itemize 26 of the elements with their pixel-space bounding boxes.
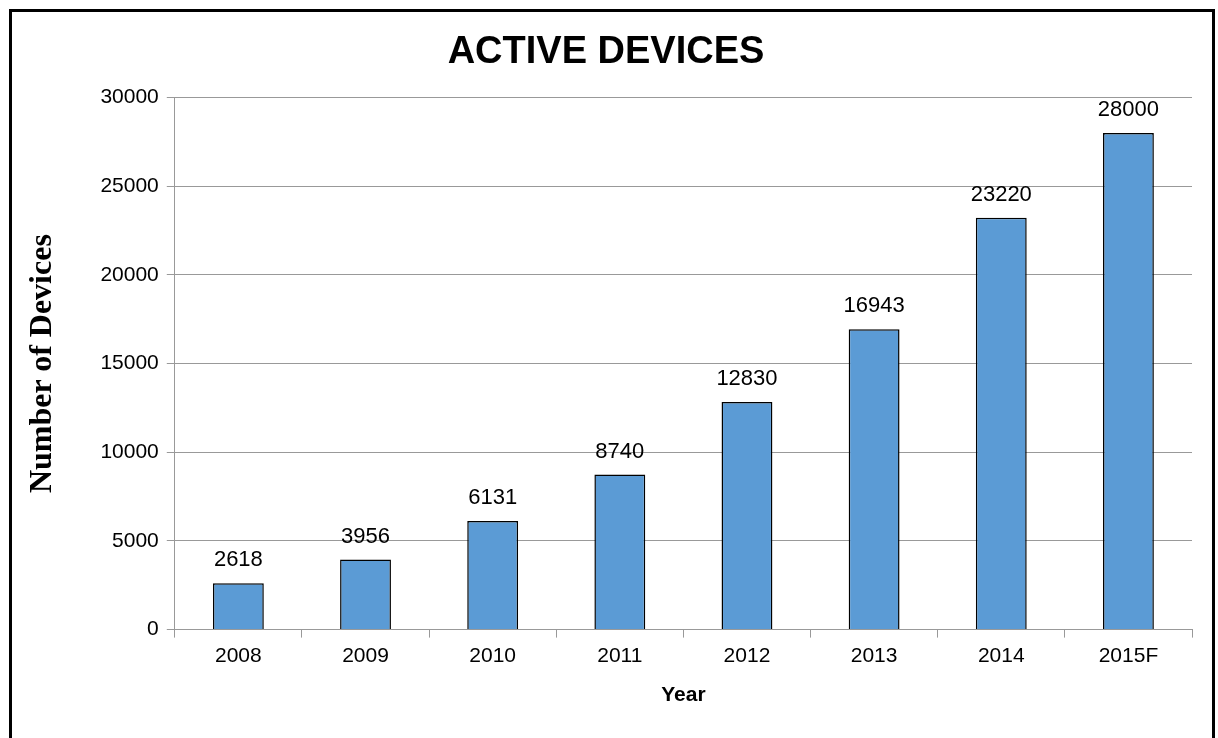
- x-tick-label: 2009: [342, 643, 389, 666]
- data-label: 3956: [341, 522, 390, 548]
- y-tick-label: 25000: [100, 173, 159, 197]
- data-label: 28000: [1097, 96, 1160, 122]
- x-tick-label: 2008: [215, 643, 262, 666]
- x-tick-label: 2012: [723, 643, 771, 666]
- chart-title: ACTIVE DEVICES: [447, 29, 765, 72]
- x-tick-label: 2013: [850, 643, 898, 666]
- x-tick-label: 2014: [977, 643, 1025, 666]
- y-tick-label: 5000: [112, 527, 159, 551]
- y-tick-label: 0: [147, 616, 159, 640]
- data-label: 8740: [595, 437, 645, 463]
- data-label: 6131: [468, 483, 518, 509]
- x-tick-label: 2011: [597, 643, 643, 666]
- y-tick-label: 30000: [100, 84, 159, 108]
- data-label: 16943: [843, 292, 905, 318]
- data-label: 12830: [716, 365, 778, 391]
- y-axis-title: Number of Devices: [22, 234, 59, 494]
- y-tick-label: 10000: [100, 439, 159, 463]
- y-tick-label: 20000: [100, 261, 159, 285]
- x-tick-label: 2015F: [1098, 643, 1159, 666]
- x-tick-label: 2010: [469, 643, 517, 666]
- data-label: 2618: [213, 546, 263, 572]
- y-tick-label: 15000: [100, 350, 159, 374]
- data-label: 23220: [970, 180, 1032, 206]
- x-axis-title: Year: [661, 682, 706, 706]
